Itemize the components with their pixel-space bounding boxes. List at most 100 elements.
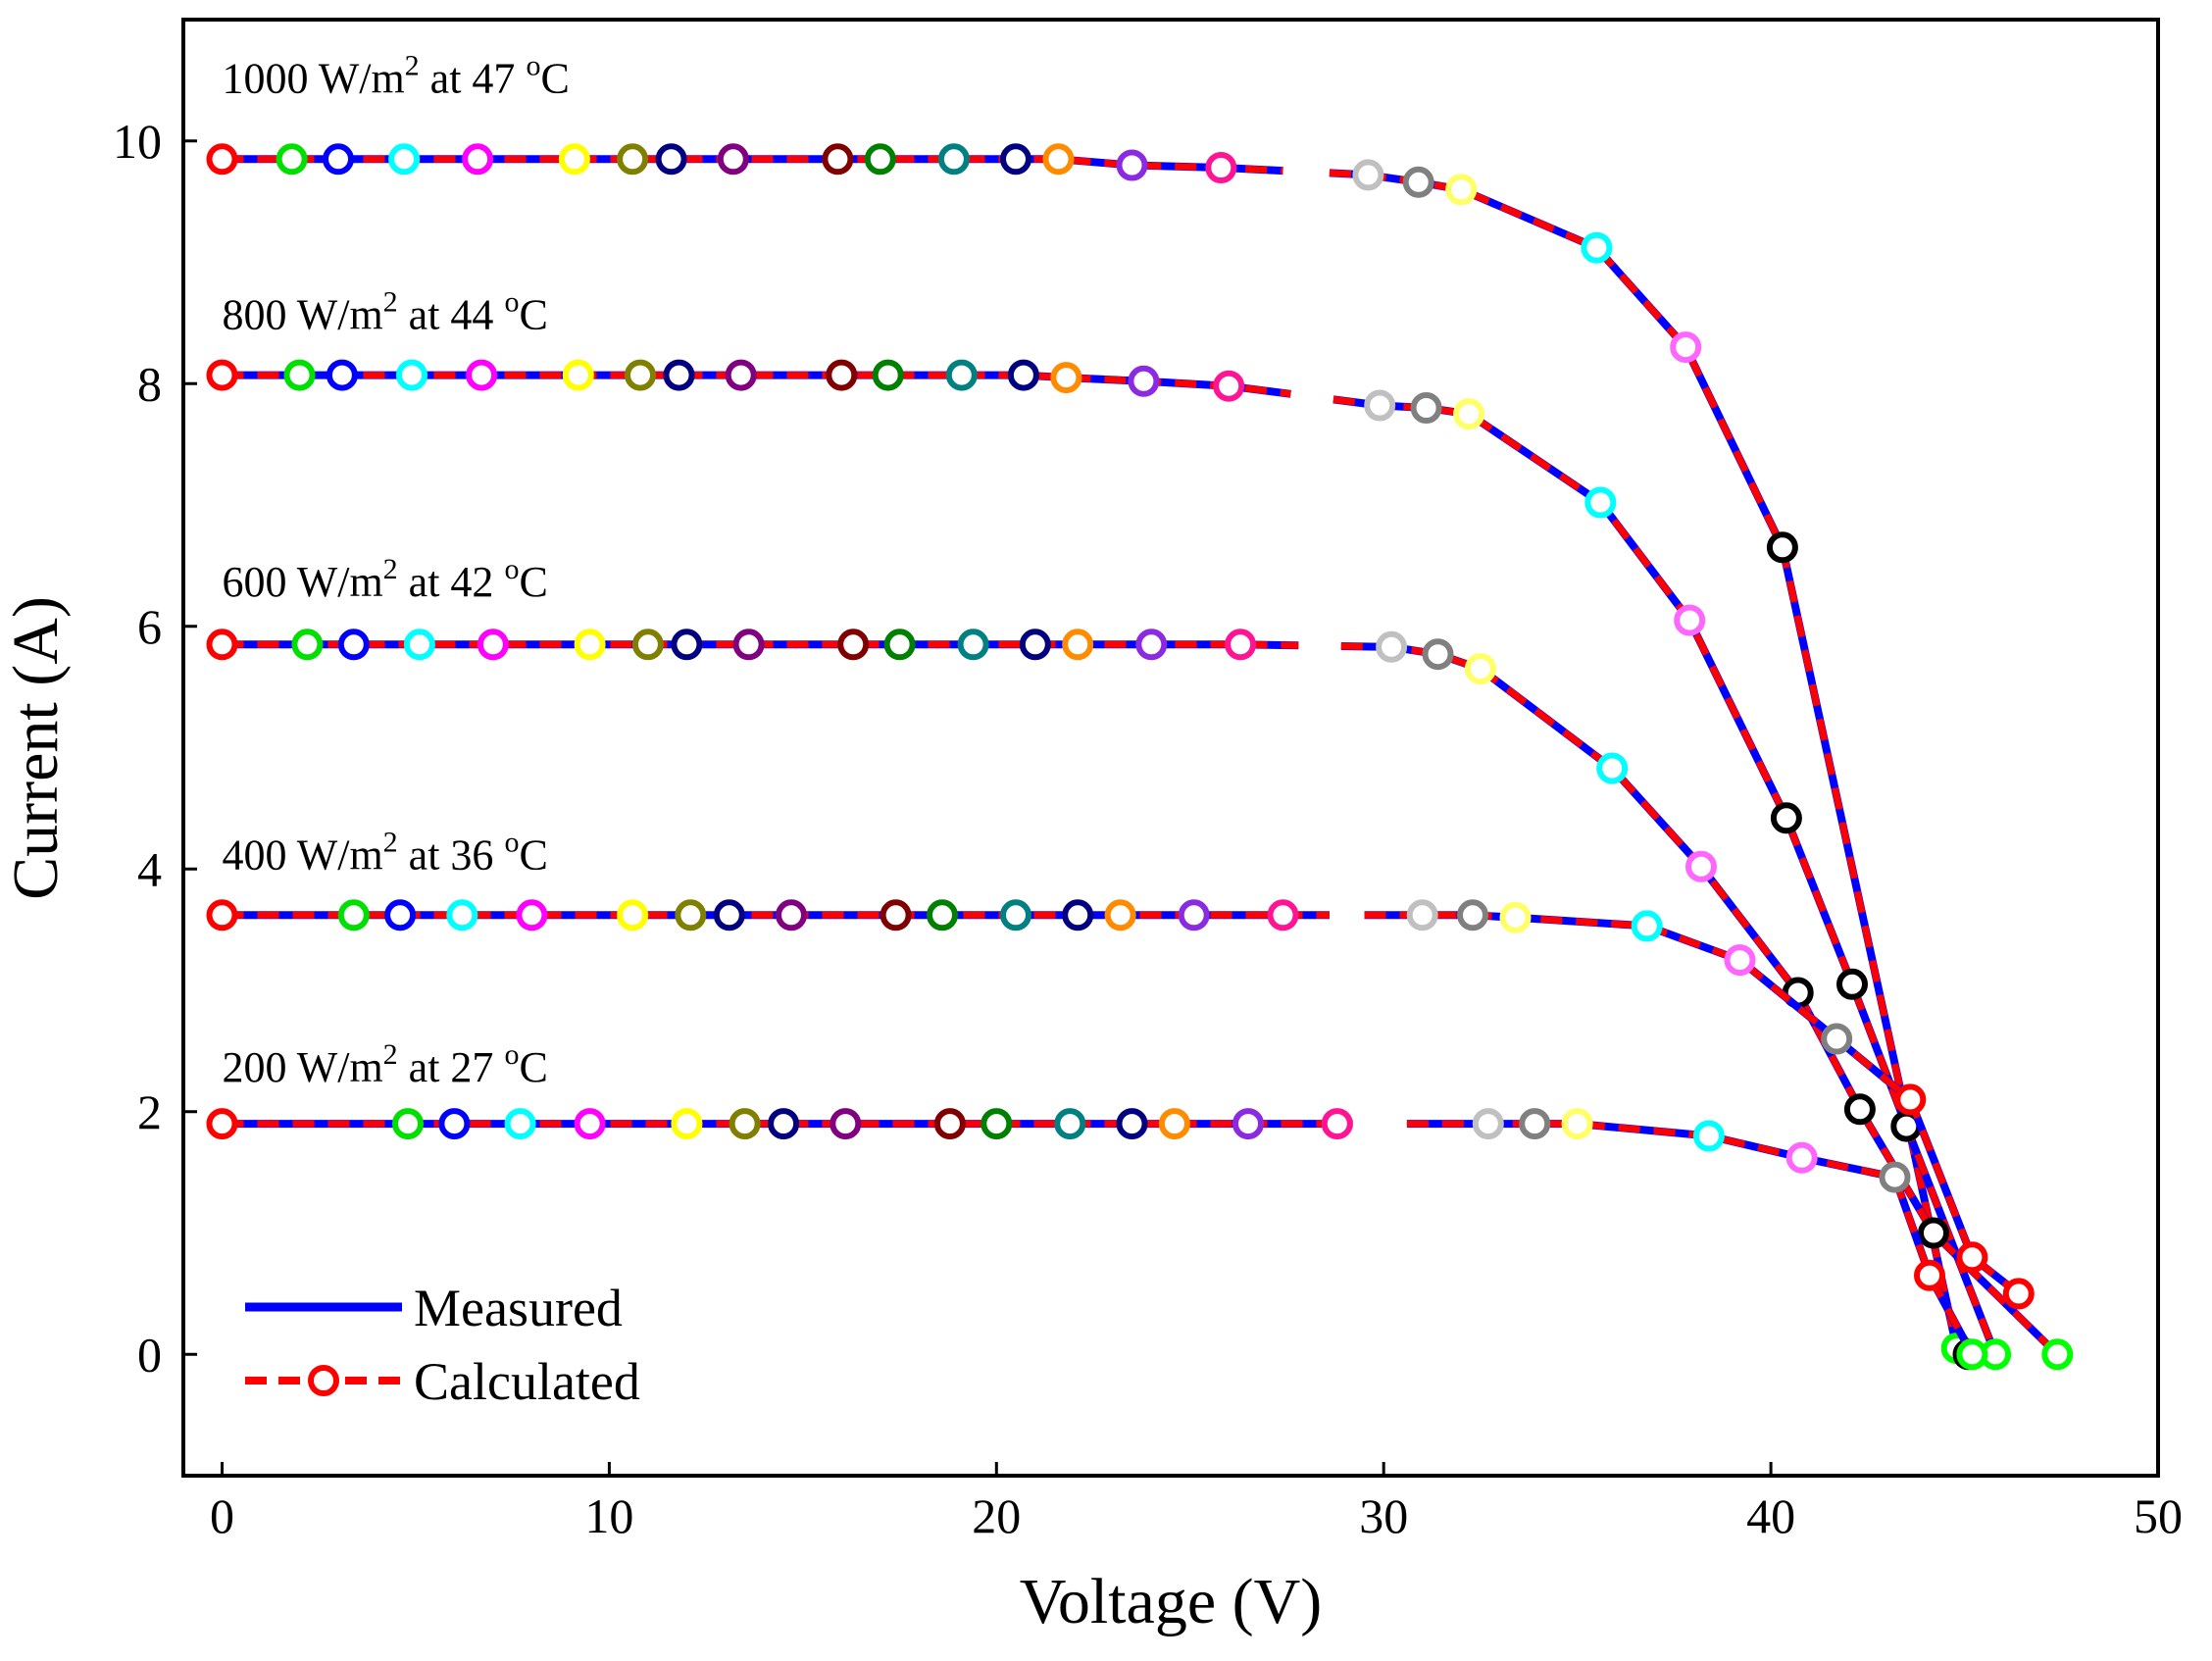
curve-label-sup: 2 <box>383 826 398 858</box>
calculated-line-segment <box>1364 911 2021 1297</box>
calculated-point <box>1000 899 1031 931</box>
curve-label: 1000 W/m2 at 47 oC <box>222 49 569 102</box>
calculated-point <box>1453 398 1485 430</box>
curve-label-deg: o <box>526 49 540 81</box>
curve-label-deg: o <box>504 286 519 319</box>
calculated-point <box>1843 1093 1876 1126</box>
calculated-point <box>675 899 707 931</box>
calculated-point <box>1050 362 1082 394</box>
calculated-point <box>403 629 435 661</box>
calculated-point <box>1894 1083 1927 1116</box>
calculated-point <box>574 1108 606 1140</box>
plot-frame <box>181 18 2160 1478</box>
calculated-point <box>732 629 765 661</box>
curve-label-sup: 2 <box>383 1038 398 1071</box>
curve-label-deg: o <box>504 826 519 858</box>
calculated-point <box>1410 392 1442 424</box>
calculated-point <box>562 359 594 391</box>
calculated-point <box>826 359 858 391</box>
calculated-point <box>937 143 970 176</box>
calculated-point <box>1918 1217 1949 1249</box>
calculated-point <box>516 899 548 931</box>
calculated-point <box>466 359 498 391</box>
calculated-point <box>717 143 749 176</box>
x-tick-label: 10 <box>584 1488 633 1543</box>
calculated-point <box>837 629 870 661</box>
calculated-point <box>822 143 854 176</box>
calculated-point <box>323 143 354 176</box>
curve-label-mid: at 27 <box>398 1043 505 1091</box>
calculated-point <box>388 143 421 176</box>
x-tick-label: 30 <box>1359 1488 1408 1543</box>
calculated-point <box>206 899 238 931</box>
calculated-point <box>1561 1108 1593 1140</box>
calculated-point <box>1472 1108 1504 1140</box>
calculated-point <box>1019 629 1051 661</box>
calculated-point <box>337 629 370 661</box>
calculated-point <box>1062 899 1094 931</box>
calculated-point <box>1135 629 1168 661</box>
curve-label: 600 W/m2 at 42 oC <box>222 553 547 606</box>
calculated-point <box>776 899 807 931</box>
calculated-point <box>1457 899 1488 931</box>
calculated-point <box>872 359 904 391</box>
calculated-point <box>1685 850 1717 882</box>
calculated-point <box>1178 899 1210 931</box>
curve-label-end: C <box>540 54 569 102</box>
calculated-point <box>1007 359 1039 391</box>
y-tick-label: 10 <box>113 114 162 169</box>
calculated-point <box>1631 910 1663 942</box>
calculated-point <box>1232 1108 1264 1140</box>
calculated-point <box>1054 1108 1086 1140</box>
x-tick-label: 20 <box>972 1488 1021 1543</box>
calculated-point <box>1267 899 1299 931</box>
calculated-point <box>1836 968 1868 1000</box>
y-tick-label: 2 <box>137 1084 162 1139</box>
calculated-point <box>880 899 912 931</box>
calculated-point <box>1225 629 1257 661</box>
curve-label-mid: at 47 <box>420 54 527 102</box>
calculated-point <box>864 143 896 176</box>
measured-line-segment <box>1329 169 1971 1358</box>
curve-label-end: C <box>519 830 547 879</box>
curve-label-main: 800 W/m <box>222 291 382 339</box>
calculated-point <box>883 629 916 661</box>
calculated-point <box>477 629 509 661</box>
calculated-point <box>1352 159 1384 191</box>
calculated-point <box>631 629 664 661</box>
calculated-point <box>1422 638 1454 671</box>
calculated-point <box>206 359 238 391</box>
calculated-point <box>337 899 370 931</box>
y-tick-label: 8 <box>137 356 162 411</box>
calculated-point <box>830 1108 862 1140</box>
calculated-point <box>392 1108 424 1140</box>
curve-label-mid: at 44 <box>398 291 505 339</box>
curve-label: 400 W/m2 at 36 oC <box>222 826 547 879</box>
curve-label: 800 W/m2 at 44 oC <box>222 286 547 339</box>
calculated-point <box>291 629 324 661</box>
calculated-point <box>1674 604 1706 636</box>
calculated-point <box>1116 1108 1148 1140</box>
series-layer <box>206 143 2074 1371</box>
y-tick-label: 4 <box>137 841 162 896</box>
y-tick-label: 0 <box>137 1327 162 1382</box>
calculated-point <box>625 359 656 391</box>
curve-label-deg: o <box>504 1038 519 1071</box>
calculated-point <box>1116 149 1148 181</box>
calculated-point <box>1724 944 1756 977</box>
curve-label-mid: at 36 <box>398 830 505 879</box>
x-axis-title: Voltage (V) <box>1020 1566 1323 1637</box>
calculated-line-segment <box>1332 395 1999 1356</box>
calculated-point <box>462 143 494 176</box>
y-axis-title: Current (A) <box>0 596 72 900</box>
calculated-line-segment <box>1340 642 2060 1357</box>
measured-line-segment <box>1332 395 1999 1356</box>
calculated-point <box>1821 1023 1853 1055</box>
series-0 <box>206 143 1985 1371</box>
calculated-point <box>729 1108 761 1140</box>
legend-calculated-marker <box>308 1365 339 1396</box>
calculated-point <box>671 629 703 661</box>
calculated-point <box>1596 752 1629 784</box>
calculated-point <box>1213 370 1245 402</box>
